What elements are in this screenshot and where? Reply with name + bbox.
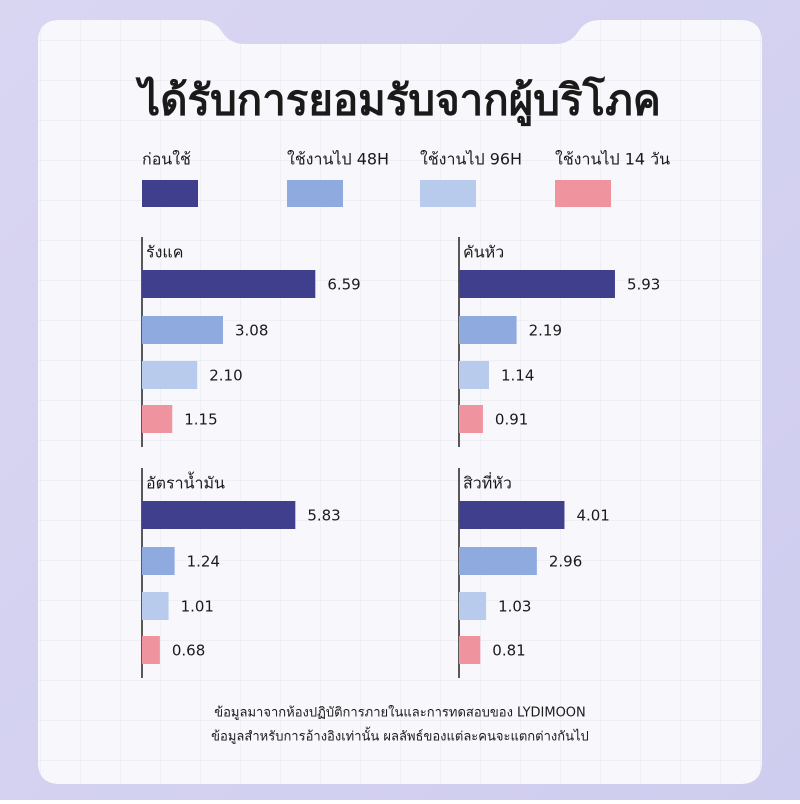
card-grid xyxy=(38,20,762,784)
value-label: 0.91 xyxy=(495,411,528,429)
footnote: ข้อมูลสำหรับการอ้างอิงเท่านั้น ผลลัพธ์ขอ… xyxy=(211,727,589,745)
panel-title: สิวที่หัว xyxy=(463,472,512,493)
value-label: 5.93 xyxy=(627,276,660,294)
value-label: 0.81 xyxy=(492,642,525,660)
panel-title: คันหัว xyxy=(463,243,504,262)
legend-swatch xyxy=(555,180,611,207)
bar xyxy=(142,501,296,529)
value-label: 5.83 xyxy=(307,507,340,525)
panel-title: อัตราน้ำมัน xyxy=(146,472,225,493)
legend-swatch xyxy=(420,180,476,207)
value-label: 3.08 xyxy=(235,322,268,340)
value-label: 2.96 xyxy=(549,553,582,571)
value-label: 2.10 xyxy=(209,367,242,385)
value-label: 6.59 xyxy=(327,276,360,294)
bar xyxy=(142,270,316,298)
value-label: 1.14 xyxy=(501,367,534,385)
bar xyxy=(459,547,537,575)
title: ได้รับการยอมรับจากผู้บริโภค xyxy=(135,76,661,127)
legend-label: ใช้งานไป 96H xyxy=(420,150,522,169)
panel-title: รังแค xyxy=(146,243,183,262)
legend-swatch xyxy=(287,180,343,207)
value-label: 1.24 xyxy=(187,553,220,571)
bar xyxy=(459,405,483,433)
value-label: 1.01 xyxy=(181,598,214,616)
bar xyxy=(459,270,615,298)
bar xyxy=(459,592,487,620)
bar xyxy=(459,501,565,529)
bar xyxy=(142,547,175,575)
bar xyxy=(142,316,224,344)
bar xyxy=(459,636,481,664)
legend-label: ก่อนใช้ xyxy=(142,150,191,169)
footnote: ข้อมูลมาจากห้องปฏิบัติการภายในและการทดสอ… xyxy=(214,705,586,721)
legend-label: ใช้งานไป 48H xyxy=(287,150,389,169)
value-label: 1.03 xyxy=(498,598,531,616)
bar xyxy=(459,316,517,344)
bar xyxy=(142,361,198,389)
legend-swatch xyxy=(142,180,198,207)
legend-label: ใช้งานไป 14 วัน xyxy=(555,150,670,169)
bar xyxy=(459,361,489,389)
value-label: 4.01 xyxy=(576,507,609,525)
value-label: 2.19 xyxy=(529,322,562,340)
bar xyxy=(142,405,173,433)
bar xyxy=(142,636,160,664)
bar xyxy=(142,592,169,620)
value-label: 0.68 xyxy=(172,642,205,660)
value-label: 1.15 xyxy=(184,411,217,429)
